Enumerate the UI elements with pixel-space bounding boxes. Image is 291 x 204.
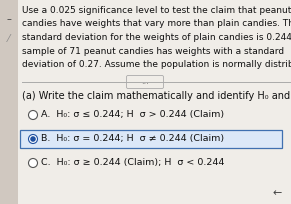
Text: –: – [7,14,11,24]
Text: B.  H₀: σ = 0.244; H⁡  σ ≠ 0.244 (Claim): B. H₀: σ = 0.244; H⁡ σ ≠ 0.244 (Claim) [41,134,224,143]
Circle shape [29,134,38,143]
FancyBboxPatch shape [127,75,164,89]
Text: ←: ← [273,188,282,198]
FancyBboxPatch shape [18,0,291,204]
FancyBboxPatch shape [20,130,282,148]
Text: Use a 0.025 significance level to test the claim that peanut: Use a 0.025 significance level to test t… [22,6,291,15]
Text: deviation of 0.27. Assume the population is normally distributed.: deviation of 0.27. Assume the population… [22,60,291,69]
Text: C.  H₀: σ ≥ 0.244 (Claim); H⁡  σ < 0.244: C. H₀: σ ≥ 0.244 (Claim); H⁡ σ < 0.244 [41,159,224,167]
Text: ...: ... [141,78,149,86]
Text: ⁄: ⁄ [8,34,10,44]
Text: A.  H₀: σ ≤ 0.244; H⁡  σ > 0.244 (Claim): A. H₀: σ ≤ 0.244; H⁡ σ > 0.244 (Claim) [41,111,224,120]
FancyBboxPatch shape [0,0,18,204]
Text: (a) Write the claim mathematically and identify H₀ and H⁡: (a) Write the claim mathematically and i… [22,91,291,101]
Text: standard deviation for the weights of plain candies is 0.244. A: standard deviation for the weights of pl… [22,33,291,42]
Text: candies have weights that vary more than plain candies. The: candies have weights that vary more than… [22,20,291,29]
Text: sample of 71 peanut candies has weights with a standard: sample of 71 peanut candies has weights … [22,47,284,55]
Circle shape [29,159,38,167]
Circle shape [29,111,38,120]
Circle shape [30,136,36,142]
